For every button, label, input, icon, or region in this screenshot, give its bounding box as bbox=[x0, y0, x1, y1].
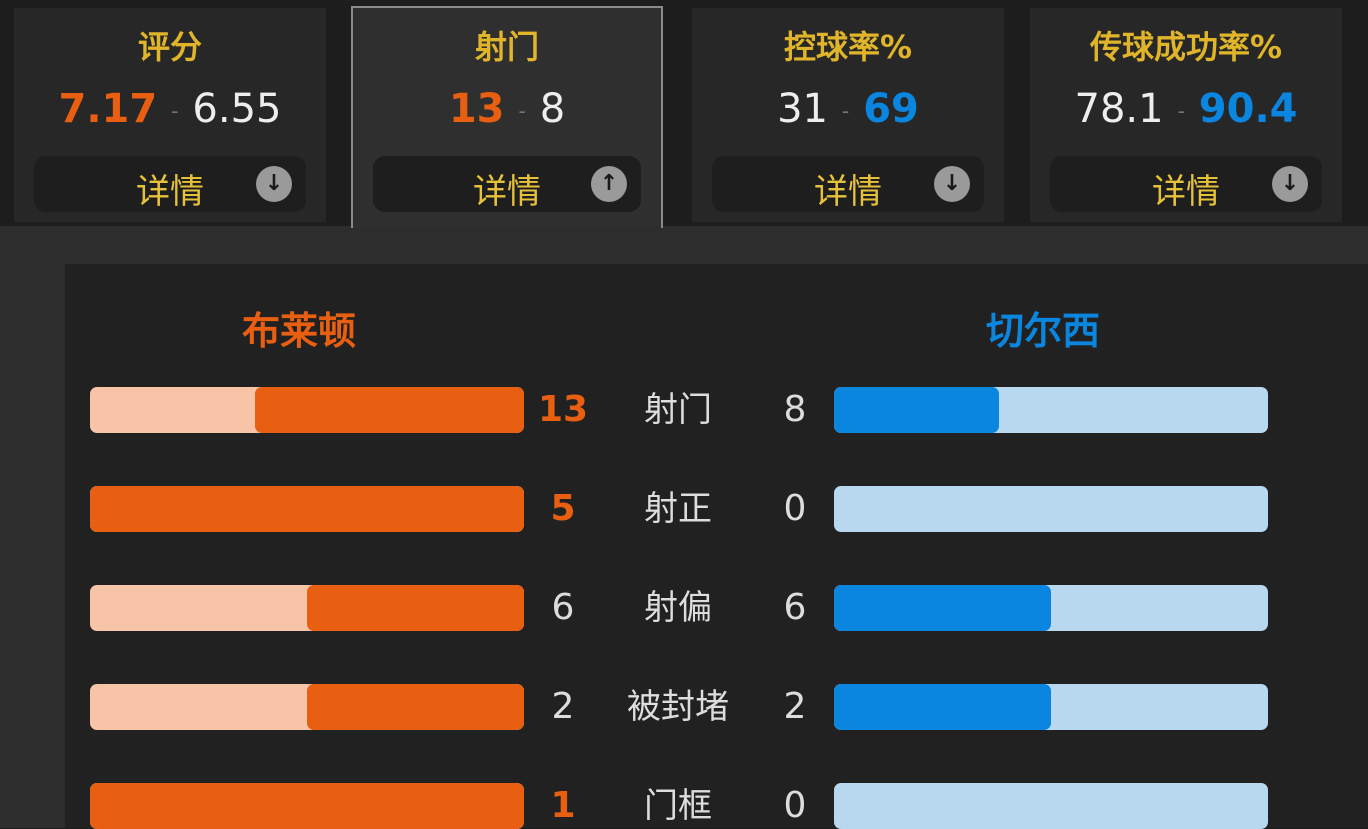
away-value: 69 bbox=[863, 86, 919, 132]
stat-row: 6 射偏 6 bbox=[0, 585, 1368, 631]
stat-row: 13 射门 8 bbox=[0, 387, 1368, 433]
arrow-down-icon[interactable]: ↓ bbox=[1272, 166, 1308, 202]
away-bar bbox=[834, 387, 1268, 433]
separator: - bbox=[171, 99, 179, 123]
separator: - bbox=[842, 99, 850, 123]
arrow-down-icon[interactable]: ↓ bbox=[934, 166, 970, 202]
home-bar-fill bbox=[255, 387, 524, 433]
stat-row: 2 被封堵 2 bbox=[0, 684, 1368, 730]
detail-button[interactable]: 详情 ↓ bbox=[34, 156, 306, 212]
detail-label: 详情 bbox=[136, 172, 204, 212]
away-bar-fill bbox=[834, 684, 1051, 730]
card-values: 78.1-90.4 bbox=[1030, 86, 1342, 136]
away-bar bbox=[834, 783, 1268, 829]
away-stat-value: 8 bbox=[783, 389, 807, 430]
stat-label: 射门 bbox=[644, 390, 712, 430]
home-bar-fill bbox=[307, 684, 524, 730]
away-value: 90.4 bbox=[1198, 86, 1298, 132]
separator: - bbox=[1177, 99, 1185, 123]
away-value: 8 bbox=[539, 86, 566, 132]
stat-row: 1 门框 0 bbox=[0, 783, 1368, 829]
home-stat-value: 5 bbox=[550, 488, 576, 529]
card-title: 射门 bbox=[474, 28, 539, 66]
card-values: 13-8 bbox=[353, 86, 661, 136]
home-value: 13 bbox=[448, 86, 505, 132]
home-bar-fill bbox=[90, 783, 524, 829]
away-bar bbox=[834, 486, 1268, 532]
home-bar-fill bbox=[307, 585, 524, 631]
card-title: 控球率% bbox=[783, 28, 913, 66]
home-stat-value: 13 bbox=[537, 389, 589, 430]
away-team-name: 切尔西 bbox=[986, 309, 1101, 353]
arrow-up-icon[interactable]: ↑ bbox=[591, 166, 627, 202]
home-bar bbox=[90, 387, 524, 433]
detail-button[interactable]: 详情 ↑ bbox=[373, 156, 641, 212]
away-value: 6.55 bbox=[192, 86, 282, 132]
summary-card[interactable]: 评分 7.17-6.55 详情 ↓ bbox=[14, 8, 326, 222]
away-bar-fill bbox=[834, 387, 1000, 433]
stat-label: 射偏 bbox=[644, 588, 712, 628]
home-bar bbox=[90, 783, 524, 829]
summary-card[interactable]: 传球成功率% 78.1-90.4 详情 ↓ bbox=[1030, 8, 1342, 222]
stat-label: 门框 bbox=[644, 786, 712, 826]
card-title: 评分 bbox=[137, 28, 202, 66]
away-stat-value: 2 bbox=[783, 686, 807, 727]
home-stat-value: 1 bbox=[550, 785, 576, 826]
home-value: 78.1 bbox=[1074, 86, 1164, 132]
detail-label: 详情 bbox=[1152, 172, 1220, 212]
summary-card[interactable]: 射门 13-8 详情 ↑ bbox=[351, 6, 663, 228]
home-team-name: 布莱顿 bbox=[242, 309, 357, 353]
detail-button[interactable]: 详情 ↓ bbox=[712, 156, 984, 212]
detail-label: 详情 bbox=[814, 172, 882, 212]
home-bar bbox=[90, 486, 524, 532]
card-values: 7.17-6.55 bbox=[14, 86, 326, 136]
summary-card[interactable]: 控球率% 31-69 详情 ↓ bbox=[692, 8, 1004, 222]
stats-panel bbox=[65, 264, 1368, 828]
away-bar-fill bbox=[834, 585, 1051, 631]
away-bar bbox=[834, 585, 1268, 631]
away-bar bbox=[834, 684, 1268, 730]
stat-label: 射正 bbox=[644, 489, 712, 529]
stat-label: 被封堵 bbox=[627, 687, 729, 727]
home-bar bbox=[90, 585, 524, 631]
separator: - bbox=[518, 99, 526, 123]
home-value: 7.17 bbox=[58, 86, 158, 132]
detail-label: 详情 bbox=[473, 172, 541, 212]
home-bar bbox=[90, 684, 524, 730]
detail-button[interactable]: 详情 ↓ bbox=[1050, 156, 1322, 212]
home-stat-value: 6 bbox=[551, 587, 575, 628]
home-bar-fill bbox=[90, 486, 524, 532]
away-stat-value: 0 bbox=[783, 488, 807, 529]
stat-row: 5 射正 0 bbox=[0, 486, 1368, 532]
home-value: 31 bbox=[777, 86, 828, 132]
arrow-down-icon[interactable]: ↓ bbox=[256, 166, 292, 202]
card-title: 传球成功率% bbox=[1089, 28, 1283, 66]
card-values: 31-69 bbox=[692, 86, 1004, 136]
home-stat-value: 2 bbox=[551, 686, 575, 727]
away-stat-value: 0 bbox=[783, 785, 807, 826]
away-stat-value: 6 bbox=[783, 587, 807, 628]
